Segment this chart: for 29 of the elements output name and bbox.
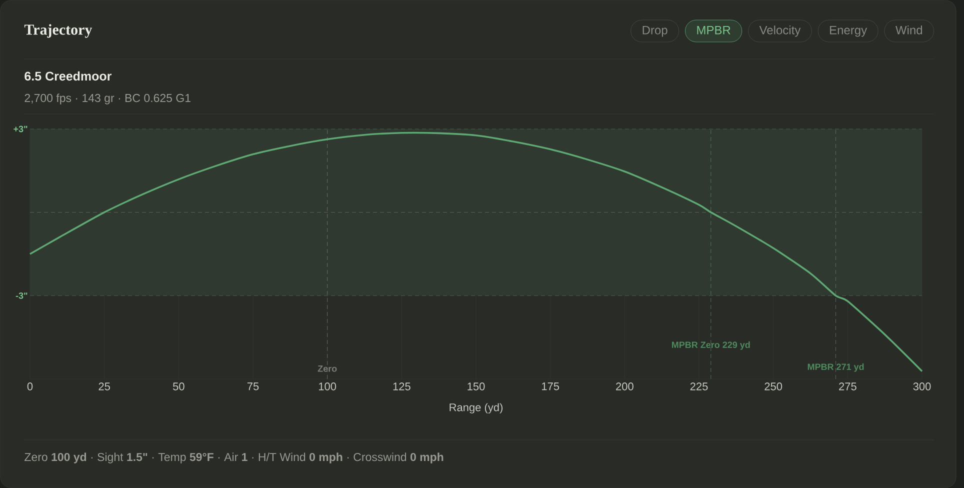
x-tick-label: 0 — [27, 382, 33, 390]
x-axis-title: Range (yd) — [450, 403, 503, 414]
y-tick-label: -3" — [16, 292, 28, 299]
text: MPBR — [697, 26, 730, 34]
line-series — [29, 132, 923, 372]
x-tick-label: 50 — [172, 382, 184, 390]
x-tick-label: 75 — [247, 382, 259, 390]
ref-line-label: MPBR 271 yd — [808, 363, 864, 372]
chart-title: Trajectory — [24, 24, 92, 38]
x-tick-label: 25 — [98, 382, 110, 390]
y-tick-label: +3" — [14, 126, 28, 132]
ref-line-label: MPBR Zero 229 yd — [672, 341, 750, 350]
text: Energy — [830, 26, 868, 37]
text: Zero 100 yd · Sight 1.5" · Temp 59°F · Air 1 · H/T Wind 0 mph · Crosswind 0 mph — [24, 452, 444, 464]
x-tick-label: 300 — [913, 382, 931, 390]
x-tick-label: 125 — [393, 382, 410, 390]
x-tick-label: 175 — [542, 382, 560, 390]
chart-subtitle: 6.5 Creedmoor — [24, 71, 112, 81]
text: 2,700 fps · 143 gr · BC 0.625 G1 — [24, 94, 190, 104]
x-tick-label: 275 — [839, 382, 856, 390]
x-tick-label: 150 — [468, 382, 485, 390]
x-tick-label: 200 — [616, 382, 634, 390]
ref-line-label: Zero — [318, 366, 337, 372]
text: Wind — [896, 26, 922, 34]
x-tick-label: 225 — [690, 382, 708, 390]
x-tick-label: 250 — [764, 382, 782, 390]
text: Velocity — [759, 26, 801, 37]
x-tick-label: 100 — [318, 382, 336, 390]
text: Drop — [642, 26, 668, 37]
